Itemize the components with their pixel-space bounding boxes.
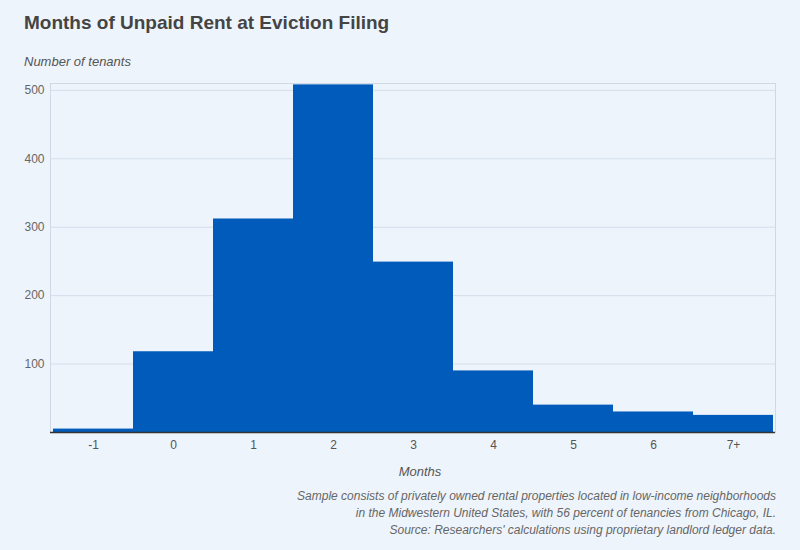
html-text:in the Midwestern United State: in the Midwestern United States, with 56… — [355, 506, 776, 520]
svg-text:500: 500 — [24, 83, 44, 97]
html-text:Source: Researchers' calculati: Source: Researchers' calculations using … — [389, 523, 776, 537]
svg-text:7+: 7+ — [727, 438, 741, 452]
html-text:Months: Months — [398, 464, 442, 479]
svg-text:3: 3 — [410, 438, 417, 452]
html-text:Months of Unpaid Rent at Evict: Months of Unpaid Rent at Eviction Filing — [24, 12, 390, 33]
svg-text:1: 1 — [250, 438, 257, 452]
svg-text:4: 4 — [490, 438, 497, 452]
svg-text:0: 0 — [170, 438, 177, 452]
svg-text:6: 6 — [650, 438, 657, 452]
svg-text:400: 400 — [24, 152, 44, 166]
svg-text:200: 200 — [24, 288, 44, 302]
html-text:Sample consists of privately o: Sample consists of privately owned renta… — [297, 489, 776, 503]
svg-text:300: 300 — [24, 220, 44, 234]
html-text:Number of tenants: Number of tenants — [24, 54, 131, 69]
svg-text:5: 5 — [570, 438, 577, 452]
svg-text:2: 2 — [330, 438, 337, 452]
svg-text:-1: -1 — [88, 438, 99, 452]
svg-text:100: 100 — [24, 357, 44, 371]
